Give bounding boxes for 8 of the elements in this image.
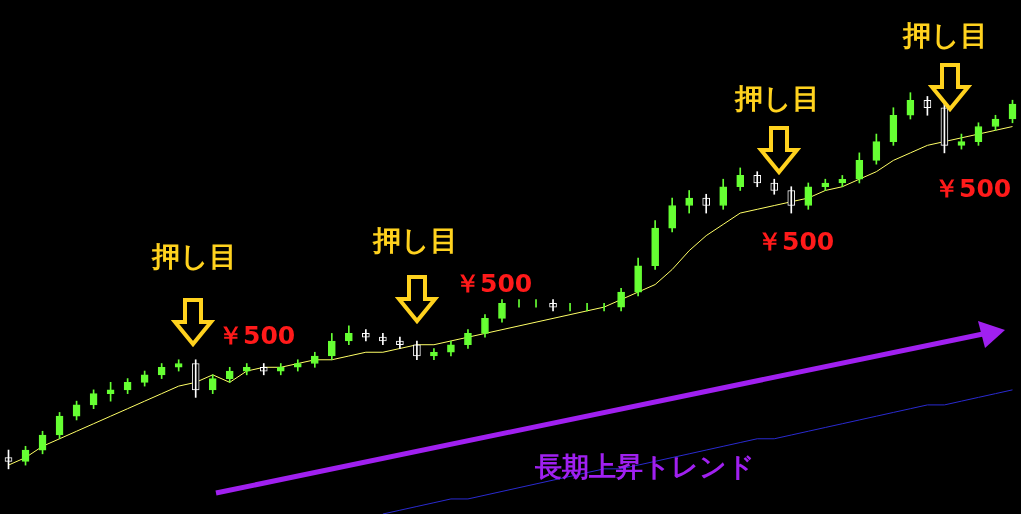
annotation: ￥500 — [218, 321, 296, 350]
annotation: 押し目 — [735, 82, 820, 115]
text: 押し目 — [903, 19, 988, 52]
annotation: ￥500 — [455, 269, 533, 298]
annotation: 押し目 — [152, 240, 237, 273]
annotation: 押し目 — [373, 224, 458, 257]
annotation: ￥500 — [934, 174, 1012, 203]
annotation: ￥500 — [757, 227, 835, 256]
